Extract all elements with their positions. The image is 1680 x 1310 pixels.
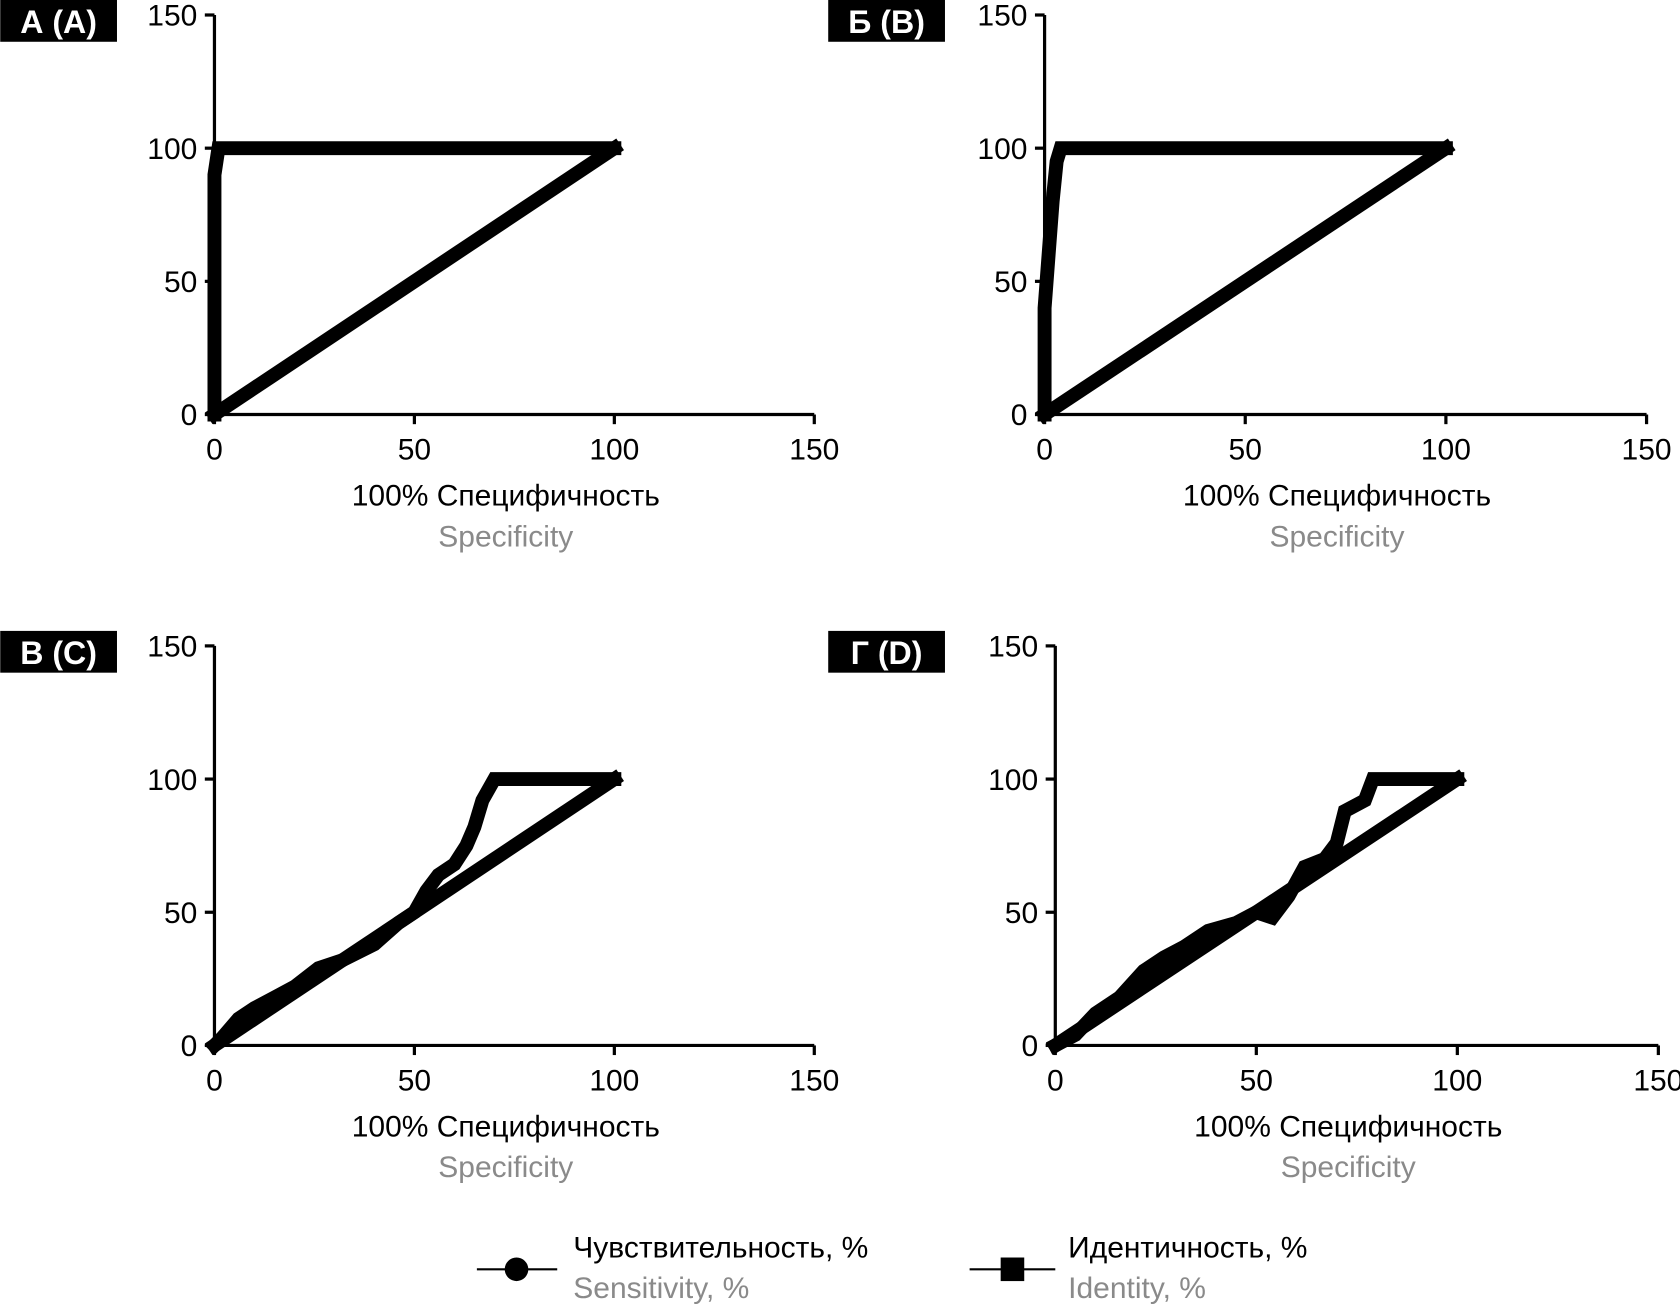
panel-label-box [0, 0, 117, 42]
y-tick-label: 150 [147, 631, 197, 664]
legend-identity-marker [1000, 1257, 1025, 1282]
x-tick-label: 0 [206, 434, 223, 467]
y-tick-label: 50 [1005, 897, 1038, 930]
x-tick-label: 100 [589, 434, 639, 467]
y-tick-label: 100 [977, 133, 1027, 166]
chart-panel-0: А (A) 0 50 100 150 0 50 100 150 100% Специфичност… [0, 0, 839, 553]
x-tick-label: 150 [789, 1064, 839, 1097]
x-tick-label: 150 [1633, 1064, 1680, 1097]
x-tick-label: 50 [398, 1064, 431, 1097]
x-tick-label: 50 [1240, 1064, 1273, 1097]
sensitivity-series-line [207, 141, 622, 422]
x-tick-label: 0 [206, 1064, 223, 1097]
y-tick-label: 50 [164, 897, 197, 930]
y-tick-label: 50 [994, 266, 1027, 299]
legend-identity-label: Идентичность, % [1068, 1232, 1307, 1265]
identity-series-line [204, 769, 625, 1056]
panel-label: Г (D) [851, 635, 923, 671]
identity-series-line [1034, 138, 1456, 425]
y-tick-label: 0 [181, 399, 198, 432]
y-tick-label: 0 [1011, 399, 1028, 432]
y-tick-label: 0 [181, 1030, 198, 1063]
y-tick-label: 150 [988, 631, 1038, 664]
panel-label: А (A) [20, 4, 97, 40]
x-tick-label: 100 [589, 1064, 639, 1097]
x-axis-label: 100% Специфичность [1194, 1110, 1502, 1143]
panel-label-box [828, 0, 945, 42]
y-tick-label: 100 [988, 764, 1038, 797]
x-axis-label-en: Specificity [438, 1151, 573, 1184]
y-tick-label: 50 [164, 266, 197, 299]
x-axis-label: 100% Специфичность [352, 480, 660, 513]
x-axis-label-en: Specificity [1270, 520, 1405, 553]
chart-panel-2: В (C) 0 50 100 150 0 50 100 150 100% Специфичност… [0, 630, 839, 1184]
sensitivity-series-line [1037, 141, 1453, 422]
x-tick-label: 50 [398, 434, 431, 467]
legend-sensitivity-label-en: Sensitivity, % [573, 1272, 749, 1305]
panel-label-box [0, 630, 117, 673]
y-tick-label: 150 [977, 0, 1027, 33]
x-axis-label: 100% Специфичность [352, 1110, 660, 1143]
x-axis-label-en: Specificity [1281, 1151, 1416, 1184]
x-tick-label: 150 [1622, 434, 1672, 467]
legend: Чувствительность, % Sensitivity, % Идент… [476, 1232, 1307, 1305]
y-tick-label: 0 [1021, 1030, 1038, 1063]
panel-label: В (C) [20, 635, 97, 671]
panel-label: Б (B) [848, 4, 925, 40]
panel-label-box [828, 630, 945, 673]
x-tick-label: 50 [1229, 434, 1262, 467]
legend-sensitivity-marker [504, 1257, 529, 1282]
y-tick-label: 100 [147, 133, 197, 166]
x-tick-label: 150 [789, 434, 839, 467]
x-tick-label: 100 [1432, 1064, 1482, 1097]
chart-panel-1: Б (B) 0 50 100 150 0 50 100 150 100% Специфичност… [828, 0, 1672, 553]
chart-panel-3: Г (D) 0 50 100 150 0 50 100 150 100% Специфичност… [828, 630, 1680, 1184]
legend-sensitivity-label: Чувствительность, % [573, 1232, 868, 1265]
x-tick-label: 0 [1047, 1064, 1064, 1097]
x-axis-label-en: Specificity [438, 520, 573, 553]
x-tick-label: 100 [1421, 434, 1471, 467]
x-axis-label: 100% Специфичность [1183, 480, 1491, 513]
y-tick-label: 100 [147, 764, 197, 797]
identity-series-line [204, 138, 625, 425]
x-tick-label: 0 [1036, 434, 1053, 467]
y-tick-label: 150 [147, 0, 197, 33]
identity-series-line [1045, 769, 1467, 1056]
legend-identity-label-en: Identity, % [1068, 1272, 1206, 1305]
